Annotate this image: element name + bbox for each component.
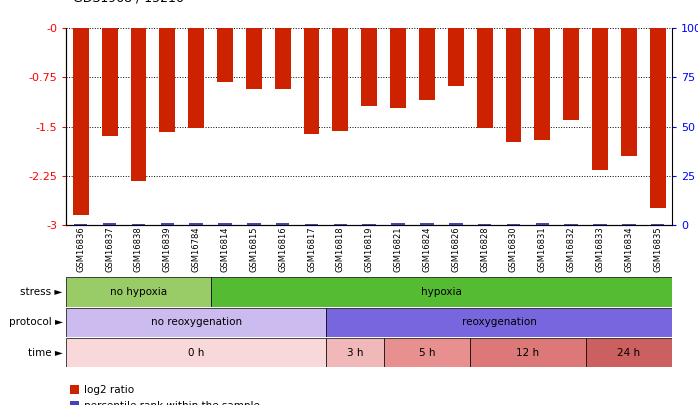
- Bar: [73, 28, 89, 215]
- Bar: [189, 223, 203, 225]
- Text: 5 h: 5 h: [419, 348, 435, 358]
- Bar: [304, 28, 320, 134]
- Bar: [622, 224, 636, 225]
- Text: 0 h: 0 h: [188, 348, 205, 358]
- Text: 24 h: 24 h: [617, 348, 641, 358]
- Bar: [276, 223, 290, 225]
- Bar: [651, 224, 664, 225]
- Bar: [390, 28, 406, 108]
- Bar: [217, 28, 233, 82]
- Bar: [188, 28, 204, 128]
- Bar: [326, 308, 672, 337]
- Bar: [448, 28, 463, 86]
- Text: reoxygenation: reoxygenation: [461, 318, 537, 327]
- Bar: [420, 223, 433, 225]
- Bar: [477, 28, 493, 128]
- Bar: [535, 28, 550, 140]
- Bar: [650, 28, 666, 209]
- Bar: [131, 28, 147, 181]
- Bar: [621, 28, 637, 156]
- Bar: [161, 224, 174, 225]
- Bar: [132, 224, 145, 225]
- Bar: [593, 224, 607, 225]
- Text: percentile rank within the sample: percentile rank within the sample: [84, 401, 260, 405]
- Text: 12 h: 12 h: [517, 348, 540, 358]
- Bar: [586, 338, 672, 367]
- Bar: [275, 28, 290, 89]
- Text: protocol ►: protocol ►: [9, 318, 63, 327]
- Bar: [470, 338, 586, 367]
- Bar: [449, 223, 463, 225]
- Text: GDS1968 / 15216: GDS1968 / 15216: [73, 0, 184, 4]
- Bar: [159, 28, 175, 132]
- Bar: [211, 277, 672, 307]
- Bar: [592, 28, 608, 171]
- Bar: [334, 224, 347, 225]
- Bar: [478, 224, 491, 225]
- Text: 3 h: 3 h: [347, 348, 363, 358]
- Bar: [332, 28, 348, 131]
- Text: time ►: time ►: [28, 348, 63, 358]
- Bar: [392, 224, 405, 225]
- Text: no reoxygenation: no reoxygenation: [151, 318, 242, 327]
- Bar: [362, 224, 376, 225]
- Text: log2 ratio: log2 ratio: [84, 385, 135, 394]
- Bar: [66, 338, 326, 367]
- Bar: [218, 223, 232, 225]
- Text: stress ►: stress ►: [20, 287, 63, 297]
- Bar: [507, 224, 520, 225]
- Bar: [74, 224, 87, 225]
- Bar: [326, 338, 384, 367]
- Bar: [535, 224, 549, 225]
- Bar: [384, 338, 470, 367]
- Bar: [362, 28, 377, 106]
- Bar: [419, 28, 435, 100]
- Bar: [305, 224, 318, 225]
- Bar: [66, 277, 211, 307]
- Bar: [505, 28, 521, 142]
- Bar: [246, 28, 262, 89]
- Bar: [563, 28, 579, 120]
- Text: no hypoxia: no hypoxia: [110, 287, 167, 297]
- Bar: [103, 224, 117, 225]
- Bar: [565, 224, 578, 225]
- Bar: [102, 28, 117, 136]
- Text: hypoxia: hypoxia: [421, 287, 462, 297]
- Bar: [247, 224, 260, 225]
- Bar: [66, 308, 326, 337]
